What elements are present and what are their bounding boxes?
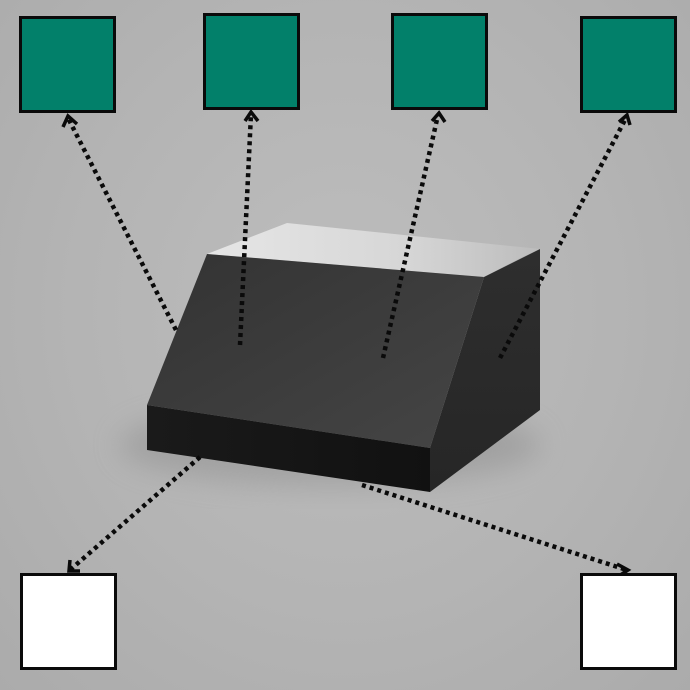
arrow-1-head [61,113,79,128]
arrow-3-head [430,110,447,123]
face-box-5[interactable] [20,573,117,670]
arrow-4 [498,116,628,360]
object-right-face [430,249,540,492]
arrow-1 [65,116,179,332]
face-box-6[interactable] [580,573,677,670]
face-box-1[interactable] [19,16,116,113]
arrow-2 [237,113,254,346]
arrow-2-head [243,109,260,123]
object-front-face [147,405,430,492]
object-slope-face [147,254,484,448]
arrow-4-head [617,111,632,126]
face-box-3[interactable] [391,13,488,110]
face-box-4[interactable] [580,16,677,113]
arrow-6 [361,482,628,573]
object-top-face [207,223,540,277]
arrow-5-head [67,559,80,573]
wedge-block-icon [147,223,540,492]
arrow-3 [380,114,441,359]
arrow-5 [68,455,202,572]
face-box-2[interactable] [203,13,300,110]
